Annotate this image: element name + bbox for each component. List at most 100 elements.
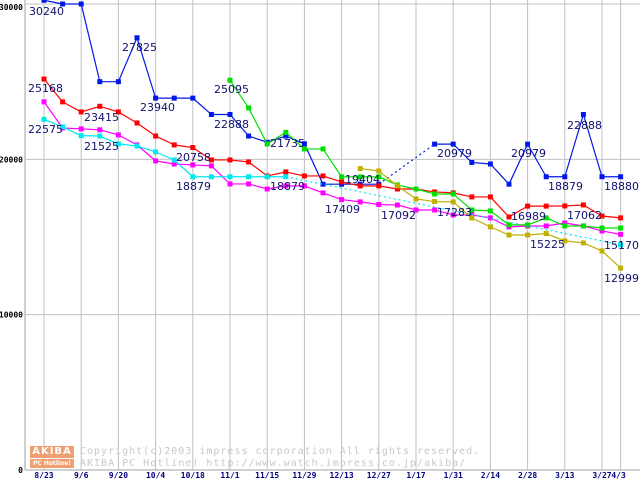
- series-red-point: [283, 169, 289, 175]
- series-cyan-segment: [43, 118, 63, 128]
- series-blue-point: [320, 181, 326, 187]
- series-green-point: [450, 191, 456, 197]
- series-red-point: [78, 109, 84, 115]
- series-red-point: [376, 183, 382, 189]
- series-green-point: [357, 174, 363, 180]
- series-magenta-point: [41, 99, 47, 105]
- series-blue-point: [97, 79, 103, 85]
- series-green-point: [246, 105, 252, 111]
- data-label: 25168: [28, 82, 63, 95]
- series-blue-point: [469, 159, 475, 165]
- series-blue-segment: [564, 114, 584, 177]
- site-url-text: AKIBA PC Hotline! http://www.watch.impre…: [80, 458, 467, 469]
- series-red-segment: [267, 171, 286, 177]
- data-label: 20758: [176, 151, 211, 164]
- y-tick-label: 10000: [0, 311, 23, 320]
- series-green-segment: [527, 217, 547, 226]
- x-tick-label: 11/15: [255, 471, 279, 480]
- series-green-point: [339, 174, 345, 180]
- series-red-segment: [136, 122, 156, 137]
- series-blue-point: [599, 174, 605, 180]
- series-magenta-point: [413, 207, 419, 213]
- data-label: 16989: [511, 210, 546, 223]
- series-cyan-point: [190, 174, 196, 180]
- series-green-segment: [397, 184, 417, 190]
- series-blue-point: [562, 174, 568, 180]
- series-blue-point: [134, 35, 140, 41]
- x-tick-label: 3/27: [592, 471, 611, 480]
- series-red-segment: [229, 159, 249, 163]
- series-cyan-point: [283, 174, 289, 180]
- series-blue-segment: [471, 161, 491, 165]
- series-red-segment: [601, 215, 621, 219]
- data-label: 22575: [28, 123, 63, 136]
- series-red-point: [357, 183, 363, 189]
- series-red-segment: [155, 135, 175, 146]
- series-magenta-point: [301, 183, 307, 189]
- series-red-point: [618, 215, 624, 221]
- series-red-point: [190, 145, 196, 151]
- data-label: 25095: [214, 83, 249, 96]
- x-tick-label: 1/31: [444, 471, 463, 480]
- series-cyan-point: [227, 174, 233, 180]
- series-red-segment: [341, 181, 361, 187]
- series-cyan-segment: [62, 126, 82, 137]
- x-tick-label: 2/14: [481, 471, 500, 480]
- series-olive-point: [469, 215, 475, 221]
- series-olive-point: [618, 265, 624, 271]
- series-magenta-point: [357, 199, 363, 205]
- series-blue-point: [525, 141, 531, 147]
- x-tick-label: 2/28: [518, 471, 537, 480]
- series-green-segment: [266, 131, 287, 145]
- series-red-segment: [81, 105, 100, 113]
- x-tick-label: 9/20: [109, 471, 128, 480]
- data-label: 19404: [345, 173, 380, 186]
- series-magenta-point: [153, 158, 159, 164]
- series-red-point: [543, 203, 549, 209]
- series-magenta-point: [97, 127, 103, 133]
- series-olive-segment: [360, 167, 379, 172]
- series-blue-segment: [229, 114, 250, 137]
- series-magenta-segment: [434, 209, 454, 216]
- series-green-segment: [545, 217, 566, 227]
- series-magenta-segment: [81, 128, 100, 131]
- series-blue-point: [487, 161, 493, 167]
- series-magenta-point: [208, 163, 214, 169]
- series-cyan-point: [97, 133, 103, 139]
- series-magenta-point: [78, 126, 84, 132]
- series-magenta-point: [320, 190, 326, 196]
- series-green-point: [599, 225, 605, 231]
- x-tick-label: 12/13: [330, 471, 354, 480]
- series-green-point: [506, 222, 512, 228]
- series-red-point: [301, 173, 307, 179]
- series-green-point: [264, 141, 270, 147]
- series-magenta-point: [115, 132, 121, 138]
- series-cyan-point: [78, 133, 84, 139]
- series-red-point: [394, 186, 400, 192]
- series-blue-segment: [527, 143, 547, 178]
- series-cyan-segment: [99, 135, 119, 145]
- series-red-point: [562, 203, 568, 209]
- series-blue-segment: [43, 0, 63, 5]
- series-magenta-segment: [360, 201, 379, 206]
- series-red-segment: [489, 196, 510, 218]
- series-magenta-point: [227, 181, 233, 187]
- series-blue-point: [41, 0, 47, 3]
- series-green-point: [320, 146, 326, 152]
- series-red-point: [506, 214, 512, 220]
- series-cyan-point: [60, 124, 66, 130]
- series-blue-segment: [582, 114, 603, 177]
- series-blue-segment: [303, 143, 324, 185]
- series-green-point: [413, 186, 419, 192]
- series-cyan-point: [618, 242, 624, 248]
- series-magenta-point: [487, 215, 493, 221]
- series-green-point: [618, 225, 624, 231]
- series-blue-point: [450, 141, 456, 147]
- series-red-segment: [285, 171, 305, 177]
- series-magenta-point: [543, 223, 549, 229]
- series-green-point: [376, 174, 382, 180]
- data-label: 20979: [437, 147, 472, 160]
- series-cyan-segment: [118, 143, 138, 147]
- series-magenta-segment: [601, 230, 621, 235]
- series-green-point: [301, 146, 307, 152]
